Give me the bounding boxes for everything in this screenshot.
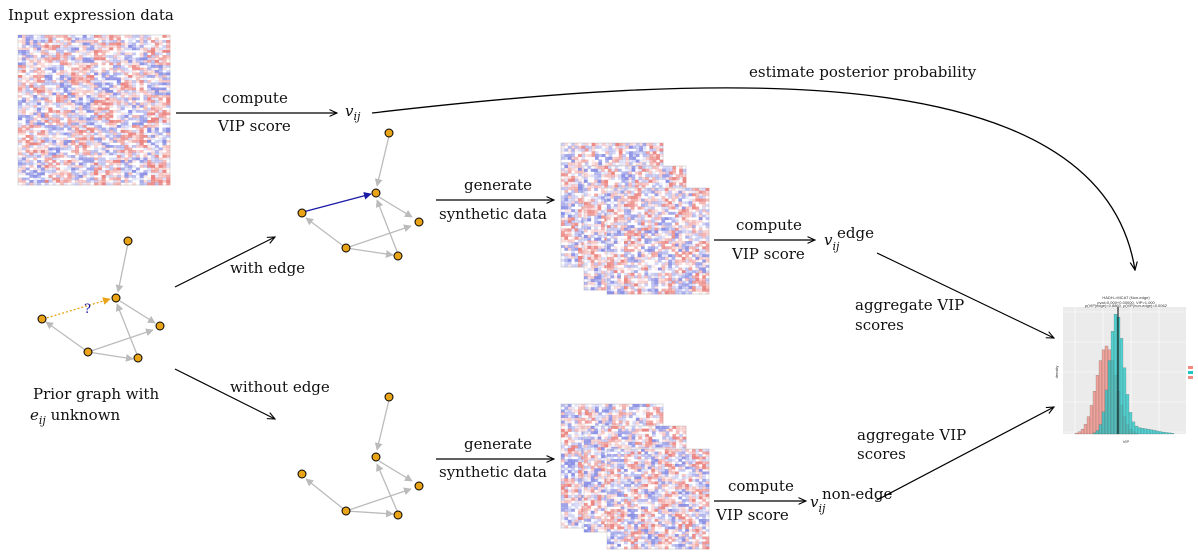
generate-label-top: generate [464, 176, 532, 194]
generate-label-bottom: generate [464, 435, 532, 453]
estimate-posterior-label: estimate posterior probability [749, 63, 977, 81]
posterior-arrow [371, 87, 1135, 270]
without-edge-label: without edge [230, 378, 330, 396]
v-ij-nonedge: vij [810, 493, 826, 515]
hist-title: HADH->MCAT (Non-edge) [1102, 295, 1150, 300]
graph-without-edge [297, 392, 424, 520]
prior-graph: ? [37, 236, 165, 363]
with-edge-arrow [174, 237, 275, 288]
compute-label-top: compute [222, 89, 288, 107]
vip-score-label-nonedge: VIP score [715, 506, 789, 524]
synthetic-label-bottom: synthetic data [439, 463, 547, 481]
graph-with-edge [297, 128, 424, 261]
prior-graph-label: Prior graph with [33, 385, 159, 403]
without-edge-arrow [174, 368, 275, 419]
synthetic-label-top: synthetic data [439, 205, 547, 223]
svg-text:?: ? [84, 302, 91, 317]
scores-label-nonedge: scores [857, 445, 906, 463]
scores-label-edge: scores [855, 316, 904, 334]
prior-graph-label-2: eij unknown [30, 406, 121, 427]
with-edge-label: with edge [230, 259, 305, 277]
synthetic-heatmaps-nonedge [560, 403, 710, 550]
edge-superscript: edge [837, 224, 874, 242]
nonedge-superscript: non-edge [822, 485, 893, 503]
input-heatmap [17, 34, 171, 186]
input-data-label: Input expression data [8, 6, 174, 24]
vip-score-label-edge: VIP score [731, 245, 805, 263]
vip-score-label-top: VIP score [217, 117, 291, 135]
compute-label-nonedge: compute [728, 477, 794, 495]
vip-histogram: HADH->MCAT (Non-edge) pval=0.000+0.00000… [1054, 295, 1193, 444]
aggregate-label-nonedge: aggregate VIP [857, 426, 966, 444]
synthetic-heatmaps-edge [560, 142, 710, 295]
aggregate-label-edge: aggregate VIP [855, 296, 964, 314]
compute-label-edge: compute [736, 216, 802, 234]
v-ij-top: vij [345, 102, 361, 123]
aggregate-arrow-edge [876, 252, 1054, 338]
aggregate-arrow-nonedge [876, 407, 1054, 501]
v-ij-edge: vij [824, 231, 840, 253]
